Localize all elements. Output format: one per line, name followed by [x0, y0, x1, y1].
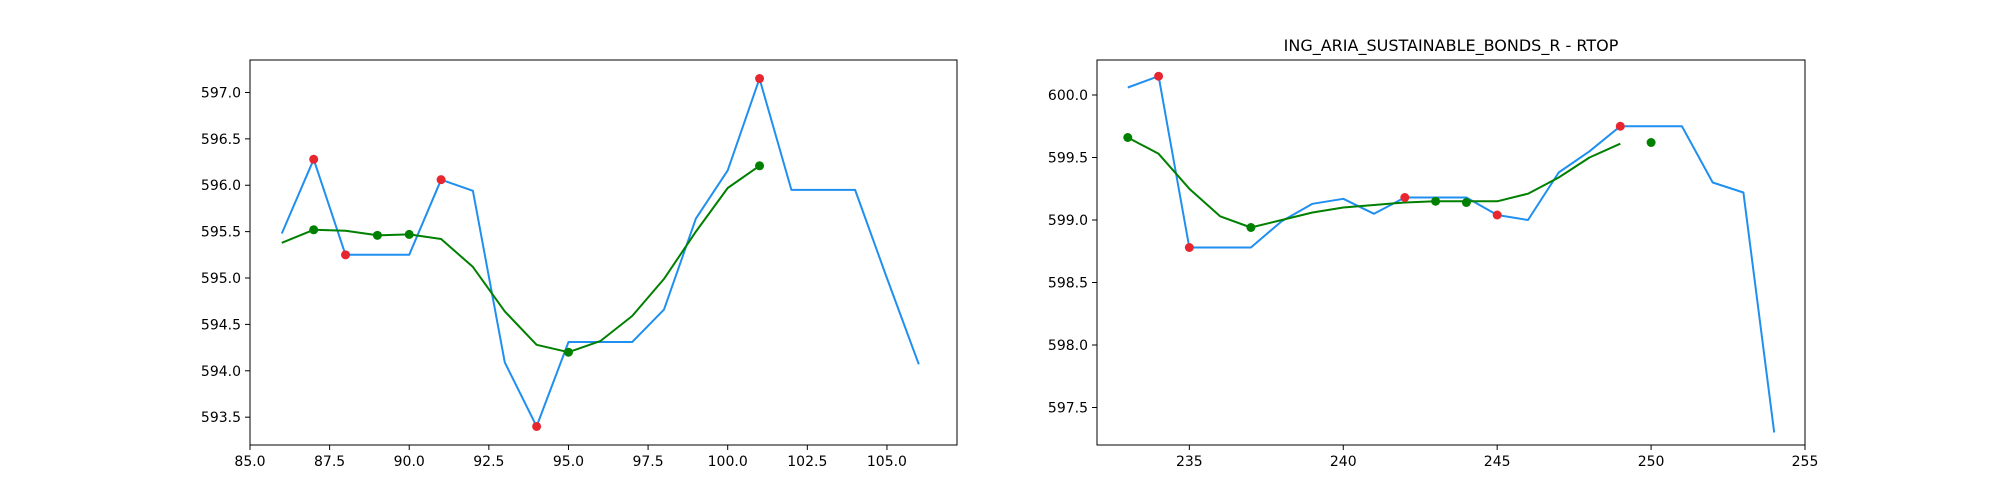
y-tick-label: 600.0: [1048, 88, 1088, 104]
red-marker-point: [309, 154, 319, 164]
y-tick-label: 594.5: [201, 317, 241, 333]
x-tick-label: 102.5: [787, 454, 827, 470]
red-marker-point: [1184, 243, 1194, 252]
right-chart: 235 240 245 250 255 597.5 598.0 598.5 599.0 599.5…: [1048, 36, 1818, 470]
green-marker-point: [404, 229, 414, 239]
x-tick-label: 97.5: [632, 454, 663, 470]
y-tick-label: 597.0: [201, 85, 241, 101]
y-tick-label: 595.0: [201, 271, 241, 287]
raw-series-line: [1127, 75, 1776, 433]
y-tick-label: 595.5: [201, 225, 241, 241]
red-marker-point: [1615, 121, 1625, 131]
x-tick-label: 87.5: [314, 454, 345, 470]
plot-frame: [249, 59, 958, 446]
plot-frame: [1096, 59, 1806, 446]
smoothed-series-line: [1127, 136, 1621, 229]
x-tick-label: 95.0: [553, 454, 584, 470]
x-tick-label: 245: [1484, 454, 1511, 470]
y-tick-label: 599.5: [1048, 151, 1088, 167]
red-marker-point: [1492, 210, 1502, 220]
x-tick-label: 255: [1792, 454, 1819, 470]
red-marker-point: [1154, 71, 1164, 81]
green-marker-point: [372, 230, 382, 240]
y-tick-label: 596.5: [201, 132, 241, 148]
green-marker-point: [1461, 198, 1471, 207]
x-tick-label: 240: [1330, 454, 1357, 470]
red-marker-point: [341, 250, 351, 260]
x-tick-label: 235: [1176, 454, 1203, 470]
y-tick-label: 594.0: [201, 364, 241, 380]
x-tick-label: 250: [1638, 454, 1665, 470]
red-marker-point: [755, 74, 765, 84]
x-tick-label: 90.0: [394, 454, 425, 470]
y-tick-label: 596.0: [201, 178, 241, 194]
green-marker-point: [309, 225, 319, 235]
green-marker-point: [563, 347, 573, 357]
chart-title: ING_ARIA_SUSTAINABLE_BONDS_R - RTOP: [1284, 36, 1619, 56]
green-marker-point: [1646, 138, 1656, 147]
smoothed-series-line: [281, 164, 761, 354]
y-tick-label: 598.5: [1048, 276, 1088, 292]
red-marker-point: [1400, 193, 1410, 202]
y-tick-label: 597.5: [1048, 401, 1088, 417]
red-marker-point: [436, 175, 446, 185]
left-chart: 85.0 87.5 90.0 92.5 95.0 97.5 100.0 102.5 105.0 5…: [201, 59, 958, 470]
green-marker-point: [1431, 196, 1441, 206]
x-tick-label: 85.0: [234, 454, 265, 470]
y-tick-label: 598.0: [1048, 338, 1088, 354]
x-tick-label: 105.0: [867, 454, 907, 470]
y-tick-label: 593.5: [201, 410, 241, 426]
y-tick-label: 599.0: [1048, 213, 1088, 229]
green-marker-point: [755, 161, 765, 171]
green-marker-point: [1246, 223, 1256, 232]
red-marker-point: [532, 421, 542, 431]
x-tick-label: 92.5: [473, 454, 504, 470]
x-tick-label: 100.0: [708, 454, 748, 470]
green-marker-point: [1123, 133, 1133, 142]
